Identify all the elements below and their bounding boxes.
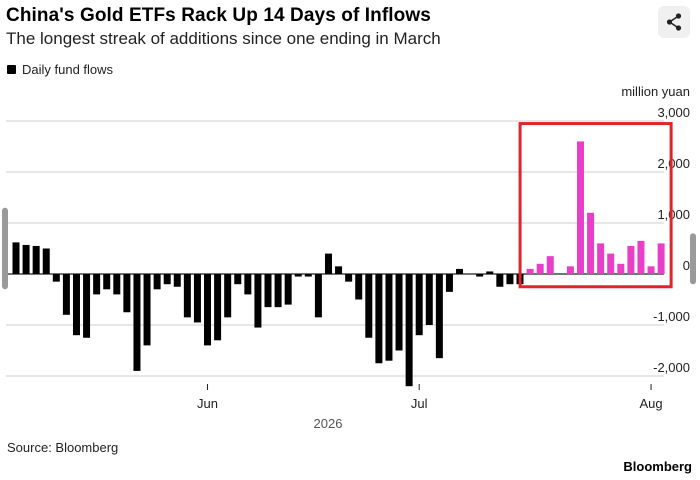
bar xyxy=(264,274,272,308)
bar xyxy=(52,274,60,282)
y-tick-label: -1,000 xyxy=(653,309,690,324)
bar-inflow-streak xyxy=(617,263,625,274)
chart-subtitle: The longest streak of additions since on… xyxy=(6,29,441,48)
bar xyxy=(365,274,373,338)
bar xyxy=(143,274,151,346)
bar xyxy=(506,274,514,285)
bar xyxy=(284,274,292,305)
bar-inflow-streak xyxy=(546,256,554,274)
share-button[interactable] xyxy=(658,6,690,38)
bar-inflow-streak xyxy=(607,253,615,274)
bar xyxy=(133,274,141,371)
bar xyxy=(405,274,413,387)
bar xyxy=(62,274,70,315)
bar xyxy=(335,266,343,274)
bar xyxy=(72,274,80,336)
bar xyxy=(113,274,121,295)
bar xyxy=(294,274,302,277)
bar xyxy=(173,274,181,287)
bloomberg-logo: Bloomberg xyxy=(623,459,692,474)
bar xyxy=(324,253,332,274)
bar xyxy=(83,274,91,338)
bar xyxy=(395,274,403,351)
bar xyxy=(32,245,40,274)
left-scroll-handle[interactable] xyxy=(2,207,8,290)
bar-inflow-streak xyxy=(566,266,574,274)
bar-inflow-streak xyxy=(657,243,665,274)
bar xyxy=(415,274,423,336)
bar xyxy=(274,274,282,308)
bar-inflow-streak xyxy=(526,268,534,274)
bar xyxy=(385,274,393,361)
bar xyxy=(486,271,494,274)
right-scroll-handle[interactable] xyxy=(690,233,696,285)
x-tick-label: Aug xyxy=(639,396,662,411)
bar-inflow-streak xyxy=(536,263,544,274)
bar xyxy=(435,274,443,359)
bar xyxy=(93,274,101,295)
bar xyxy=(204,274,212,346)
y-tick-label: 1,000 xyxy=(657,207,690,222)
share-icon xyxy=(666,13,682,31)
bar-inflow-streak xyxy=(597,243,605,274)
bar xyxy=(42,248,50,274)
bar xyxy=(456,268,464,274)
bar xyxy=(496,274,504,287)
bar xyxy=(234,274,242,285)
y-tick-label: 3,000 xyxy=(657,105,690,120)
bar xyxy=(304,274,312,277)
legend-label: Daily fund flows xyxy=(22,62,114,77)
bar xyxy=(425,274,433,325)
y-tick-label: 2,000 xyxy=(657,156,690,171)
bar xyxy=(103,274,111,290)
y-axis-unit-label: million yuan xyxy=(621,84,690,99)
bar-inflow-streak xyxy=(637,240,645,274)
bar xyxy=(22,244,30,274)
bar xyxy=(254,274,262,328)
bar xyxy=(355,274,363,300)
x-tick-label: Jul xyxy=(411,396,428,411)
bar xyxy=(314,274,322,318)
bar xyxy=(476,274,484,277)
bar xyxy=(193,274,201,323)
bar-inflow-streak xyxy=(627,245,635,274)
streak-highlight-box xyxy=(518,122,673,289)
bar xyxy=(183,274,191,318)
bar xyxy=(375,274,383,364)
source-note: Source: Bloomberg xyxy=(7,440,119,455)
x-year-label: 2026 xyxy=(314,416,343,430)
bar xyxy=(12,242,20,274)
bar xyxy=(244,274,252,295)
bar xyxy=(163,274,171,285)
bar xyxy=(224,274,232,318)
chart-title: China's Gold ETFs Rack Up 14 Days of Inf… xyxy=(6,5,431,26)
bar-chart: million yuan 3,000 2,000 1,000 0 -1,000 -2,000… xyxy=(2,84,696,430)
y-tick-label: -2,000 xyxy=(653,360,690,375)
bar xyxy=(445,274,453,292)
x-tick-label: Jun xyxy=(197,396,218,411)
bar-inflow-streak xyxy=(587,212,595,274)
bar xyxy=(153,274,161,290)
legend: Daily fund flows xyxy=(7,62,113,77)
bar-inflow-streak xyxy=(576,141,584,274)
bar xyxy=(214,274,222,341)
bar xyxy=(123,274,131,313)
bar xyxy=(345,274,353,282)
legend-swatch xyxy=(7,65,16,74)
y-tick-label: 0 xyxy=(683,258,690,273)
bar-inflow-streak xyxy=(647,266,655,274)
